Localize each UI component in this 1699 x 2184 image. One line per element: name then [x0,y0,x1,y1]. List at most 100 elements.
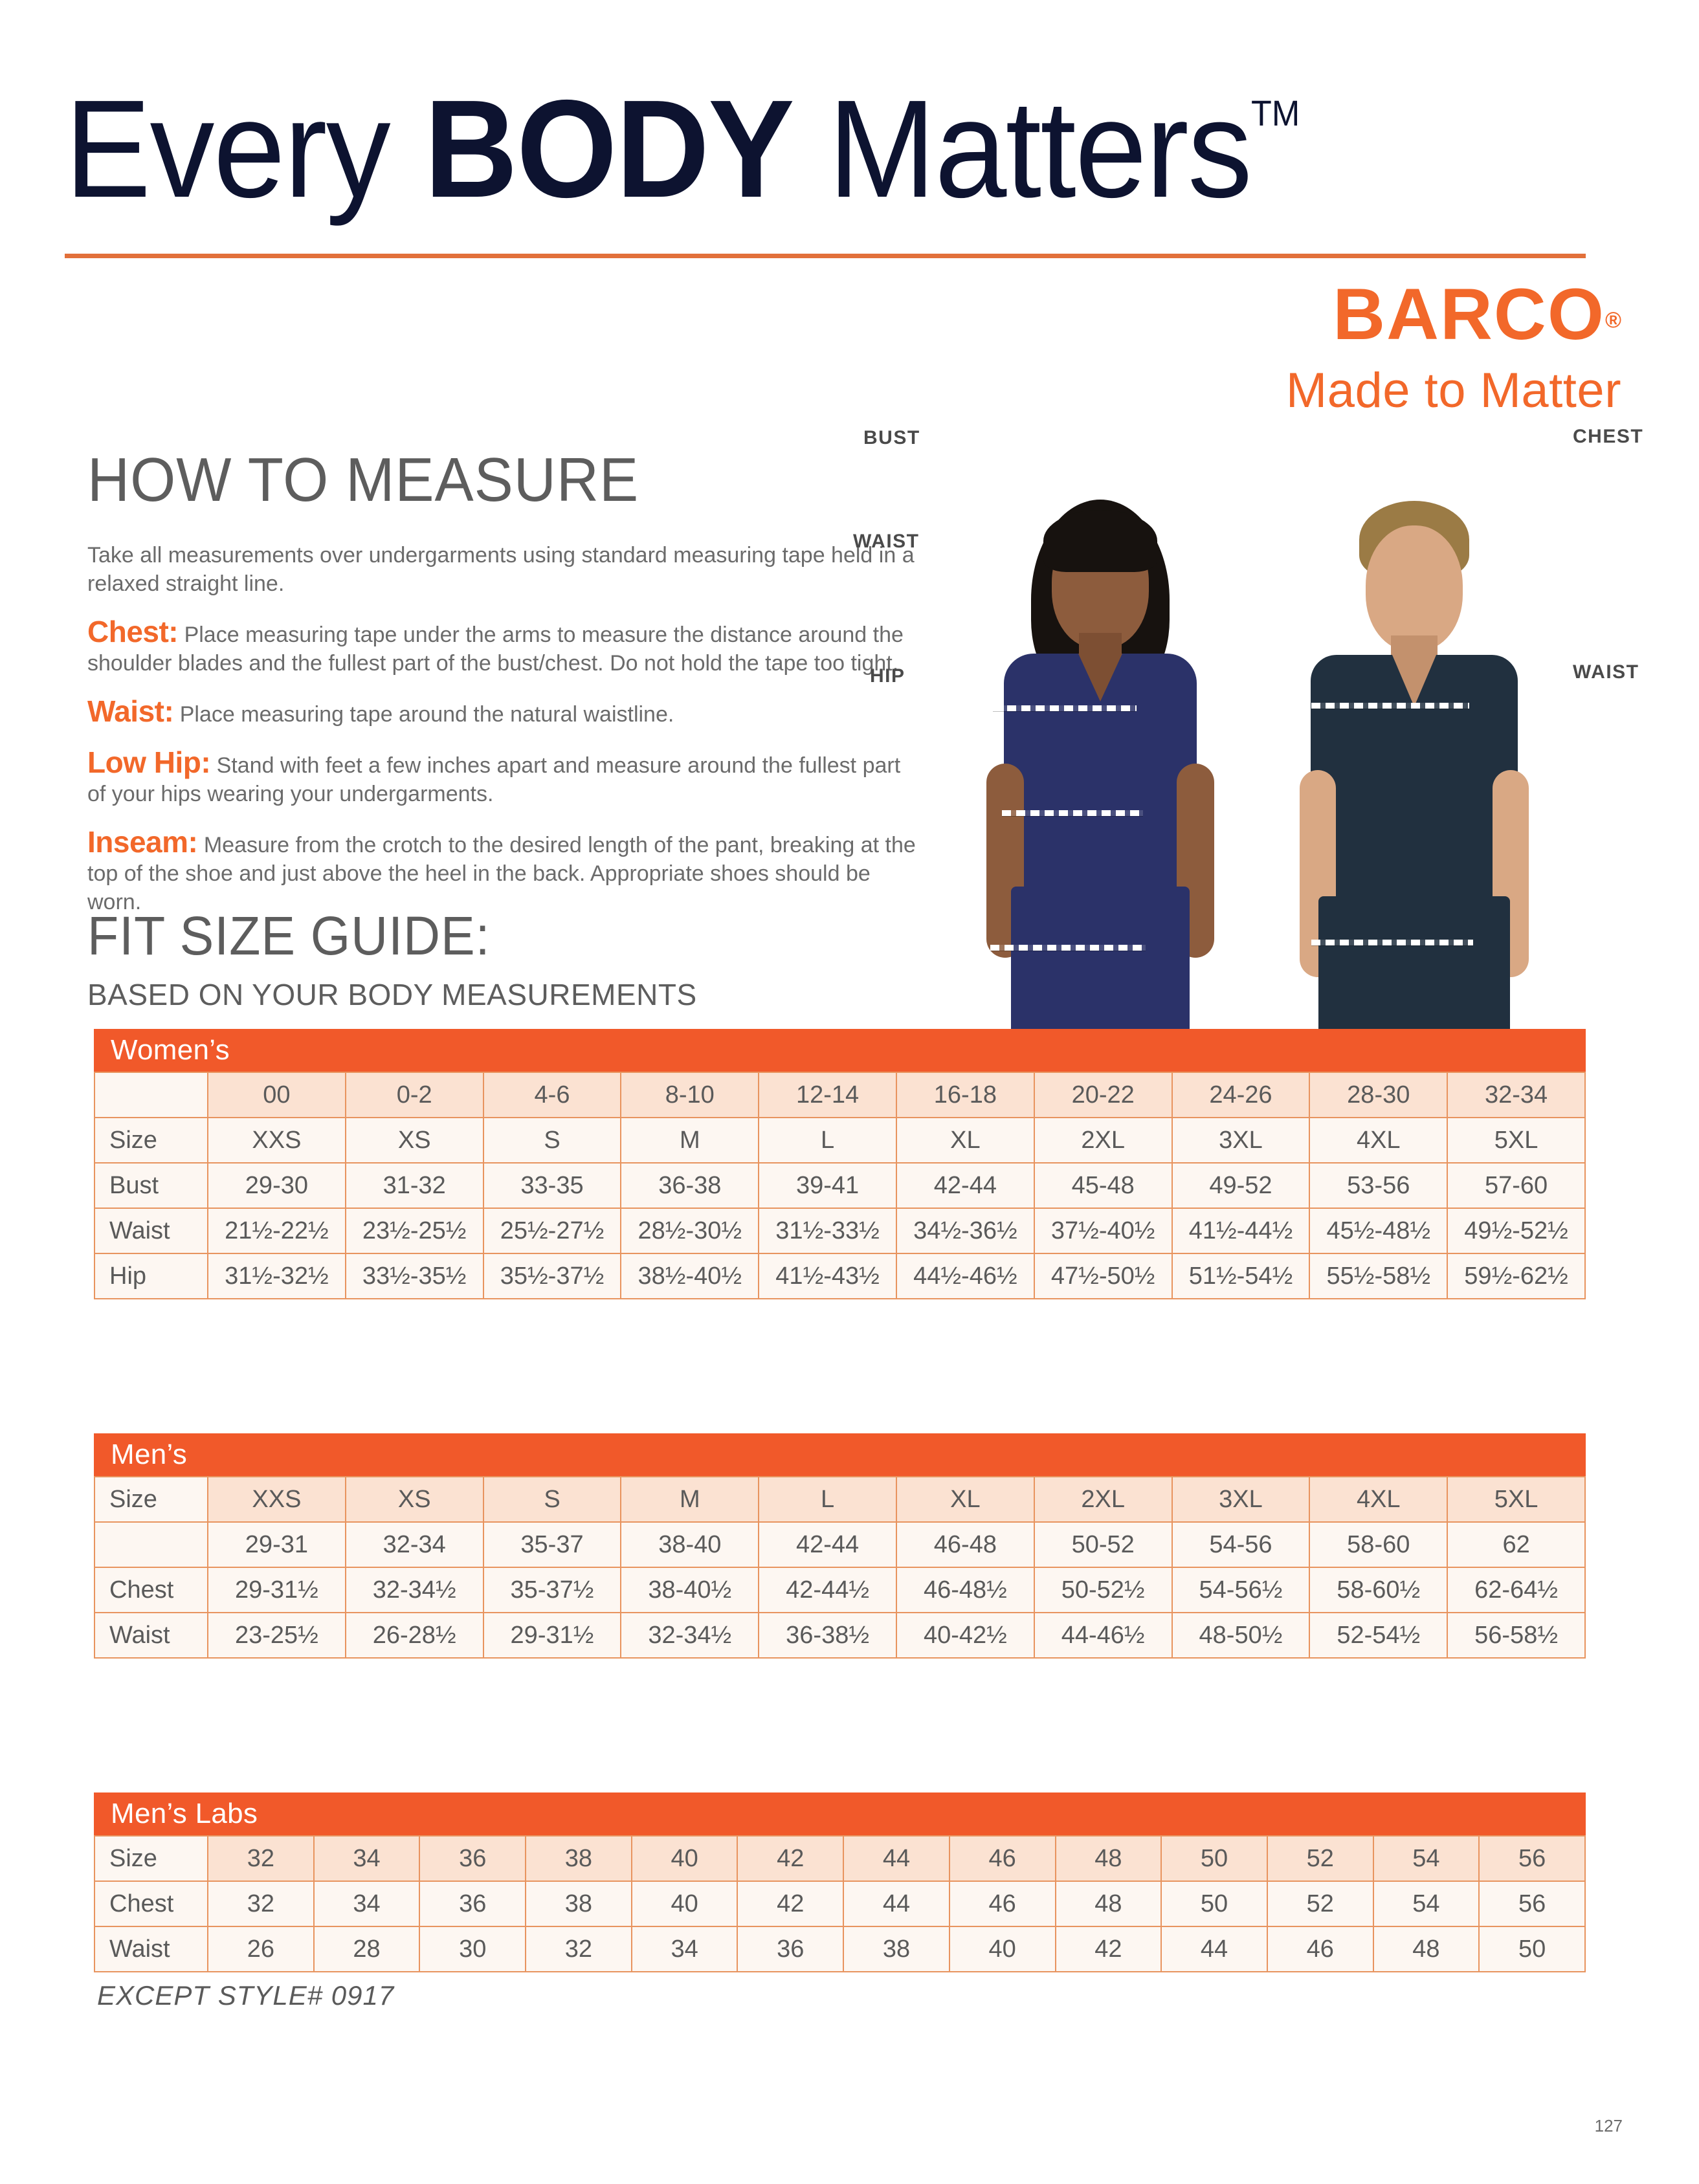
hip-label: HIP [870,665,905,687]
table-cell: 32-34½ [344,1567,484,1613]
table-cell: 33-35 [482,1162,622,1209]
column-header: 50 [1160,1835,1268,1882]
column-header: 8-10 [620,1072,760,1118]
table-cell: 40 [630,1881,738,1927]
male-model-illustration [1275,492,1553,1035]
table-cell: 62 [1447,1521,1586,1568]
table-cell: 38-40 [620,1521,760,1568]
mens-labs-size-table: Men’s Labs Size 32 34 36 38 40 42 44 46 48 50 52 54 5… [94,1792,1586,1972]
table-cell: 26 [207,1926,315,1972]
fit-size-guide-subtitle: BASED ON YOUR BODY MEASUREMENTS [87,978,697,1011]
table-cell: 29-31½ [207,1567,346,1613]
table-cell: 37½-40½ [1033,1208,1173,1254]
table-header-row: 00 0-2 4-6 8-10 12-14 16-18 20-22 24-26 28-30 32-… [94,1072,1586,1118]
table-cell: 41½-43½ [758,1253,897,1299]
table-cell: 41½-44½ [1171,1208,1311,1254]
row-label: Waist [94,1926,208,1972]
table-row: Hip 31½-32½ 33½-35½ 35½-37½ 38½-40½ 41½-43½ 44… [94,1253,1586,1299]
column-header: 42 [737,1835,845,1882]
table-cell: 49½-52½ [1447,1208,1586,1254]
table-cell: 56 [1478,1881,1586,1927]
table-cell: 39-41 [758,1162,897,1209]
table-cell: 50-52½ [1033,1567,1173,1613]
female-v-neck [1078,654,1122,701]
table-cell: M [620,1117,760,1164]
table-cell: 46-48 [895,1521,1035,1568]
table-cell: 52 [1266,1881,1374,1927]
table-cell: 57-60 [1447,1162,1586,1209]
column-header: XS [344,1476,484,1523]
title-part-matters: Matters [793,71,1252,226]
table-cell: 50 [1478,1926,1586,1972]
bust-tape-line [993,705,1137,711]
column-header: 5XL [1447,1476,1586,1523]
womens-size-table: Women’s 00 0-2 4-6 8-10 12-14 16-18 20-22 24-26… [94,1029,1586,1299]
table-row: Waist 23-25½ 26-28½ 29-31½ 32-34½ 36-38½ 40-42… [94,1612,1586,1659]
male-v-neck [1392,655,1436,707]
how-to-measure-title: HOW TO MEASURE [87,445,639,514]
waist-tape-line-male [1311,940,1473,945]
table-cell: 42-44½ [758,1567,897,1613]
table-cell: 21½-22½ [207,1208,346,1254]
waist-label-left: WAIST [853,531,920,552]
table-cell: 32 [207,1881,315,1927]
column-header: 4XL [1309,1476,1449,1523]
column-header: M [620,1476,760,1523]
column-header: 36 [419,1835,527,1882]
column-header: 34 [313,1835,421,1882]
table-cell: 59½-62½ [1447,1253,1586,1299]
header-row-label [94,1072,208,1118]
table-cell: 32-34 [344,1521,484,1568]
table-cell: 36-38½ [758,1612,897,1659]
table-cell: 44 [1160,1926,1268,1972]
table-cell: 62-64½ [1447,1567,1586,1613]
table-row: Chest 32 34 36 38 40 42 44 46 48 50 52 54 56 [94,1881,1586,1927]
table-cell: 30 [419,1926,527,1972]
table-cell: 31½-33½ [758,1208,897,1254]
waist-label-right: WAIST [1573,661,1639,683]
measure-item-inseam: Inseam: Measure from the crotch to the d… [87,827,922,916]
table-cell: 28½-30½ [620,1208,760,1254]
column-header: 16-18 [895,1072,1035,1118]
mens-labs-table-grid: Size 32 34 36 38 40 42 44 46 48 50 52 54 56 Chest 32 34 3… [94,1835,1586,1972]
row-label: Chest [94,1881,208,1927]
table-cell: 38½-40½ [620,1253,760,1299]
table-cell: 50 [1160,1881,1268,1927]
hip-tape-line [990,945,1146,951]
table-cell: 32 [525,1926,632,1972]
female-hair-front [1043,510,1157,572]
table-cell: 33½-35½ [344,1253,484,1299]
mens-labs-table-body: Size 32 34 36 38 40 42 44 46 48 50 52 54 56 Chest 32 34 3… [94,1835,1586,1972]
header-row-label: Size [94,1835,208,1882]
table-cell: XXS [207,1117,346,1164]
waist-tape-line-female [1002,810,1143,816]
table-cell: 35-37½ [482,1567,622,1613]
table-cell: 3XL [1171,1117,1311,1164]
table-row: 29-31 32-34 35-37 38-40 42-44 46-48 50-52 54-56… [94,1521,1586,1568]
table-cell: 42-44 [758,1521,897,1568]
table-cell: 44-46½ [1033,1612,1173,1659]
table-cell: 54-56 [1171,1521,1311,1568]
table-cell: 31½-32½ [207,1253,346,1299]
row-label: Size [94,1117,208,1164]
registered-icon: ® [1605,308,1621,333]
table-cell: 5XL [1447,1117,1586,1164]
bust-label: BUST [863,427,920,448]
how-to-measure-section: HOW TO MEASURE Take all measurements ove… [87,447,922,916]
table-cell: 54-56½ [1171,1567,1311,1613]
table-cell: 44 [843,1881,950,1927]
row-label [94,1521,208,1568]
table-cell: 35½-37½ [482,1253,622,1299]
table-cell: 32-34½ [620,1612,760,1659]
table-cell: 58-60 [1309,1521,1449,1568]
male-head [1366,525,1463,651]
column-header: L [758,1476,897,1523]
measure-text-waist: Place measuring tape around the natural … [179,702,674,727]
row-label: Chest [94,1567,208,1613]
barco-logo: BARCO® Made to Matter [1286,278,1621,419]
table-cell: 56-58½ [1447,1612,1586,1659]
column-header: 20-22 [1033,1072,1173,1118]
column-header: 38 [525,1835,632,1882]
measure-item-waist: Waist: Place measuring tape around the n… [87,696,922,729]
table-cell: 42 [1054,1926,1162,1972]
